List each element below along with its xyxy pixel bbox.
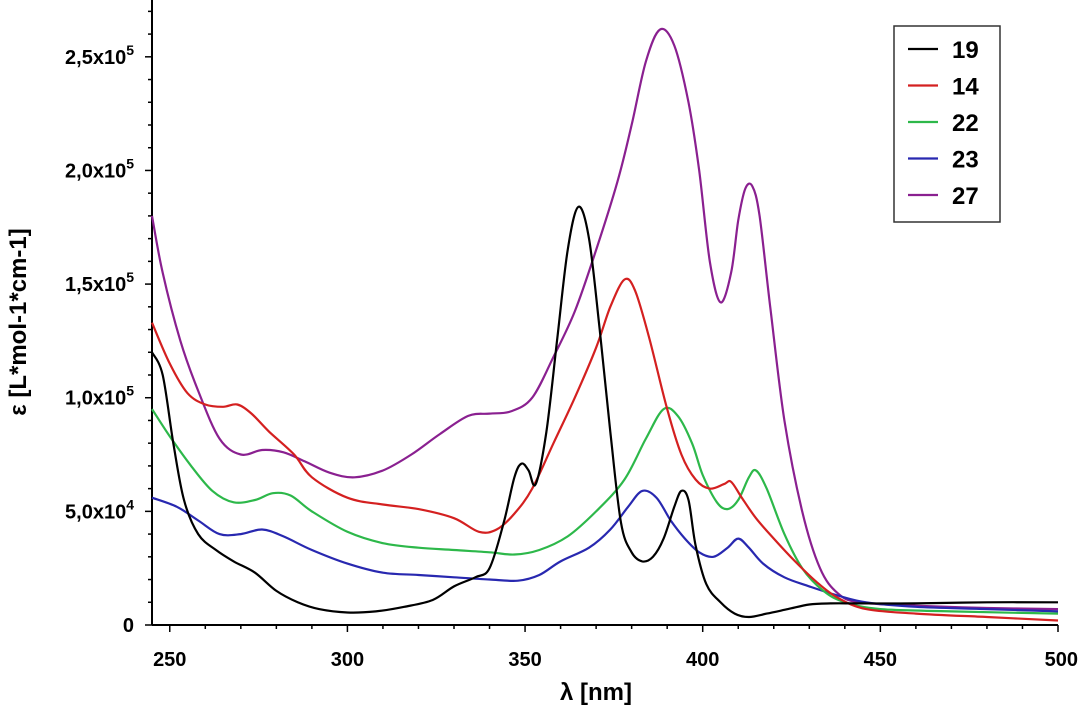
y-tick-label: 1,0x105: [65, 383, 134, 410]
x-tick-label: 300: [331, 649, 364, 671]
x-tick-label: 500: [1045, 649, 1078, 671]
legend-box: [893, 25, 1001, 223]
y-tick-label-base: 5,0x10: [65, 501, 126, 523]
y-tick-label: 2,0x105: [65, 155, 134, 182]
series-line-23: [151, 489, 1059, 613]
y-tick-label: 0: [123, 615, 134, 637]
y-tick-label-exponent: 5: [126, 155, 134, 171]
y-tick-label-exponent: 5: [126, 269, 134, 285]
legend-label-22: 22: [952, 110, 979, 137]
series-line-14: [150, 277, 1059, 622]
y-tick-label-base: 1,0x10: [65, 388, 126, 410]
y-tick-label-exponent: 4: [126, 496, 134, 512]
y-tick-label-base: 0: [123, 615, 134, 637]
y-tick-label: 2,5x105: [65, 42, 134, 69]
y-tick-label-base: 2,5x10: [65, 47, 126, 69]
legend-label-14: 14: [952, 74, 979, 101]
series-line-27: [150, 27, 1059, 611]
tick-labels: 250 300 350 400 450 50005,0x1041,0x1051,5x105…: [65, 42, 1078, 671]
x-tick-label: 450: [864, 649, 897, 671]
plot-area: [150, 27, 1059, 622]
y-tick-label-exponent: 5: [126, 42, 134, 58]
series-line-19: [151, 205, 1059, 619]
x-axis-title: λ [nm]: [560, 679, 632, 706]
axes: [145, 0, 1059, 632]
y-tick-label: 1,5x105: [65, 269, 134, 296]
y-tick-label-base: 1,5x10: [65, 274, 126, 296]
series-line-22: [151, 406, 1059, 615]
y-tick-label: 5,0x104: [65, 496, 134, 523]
y-tick-label-base: 2,0x10: [65, 160, 126, 182]
legend-label-23: 23: [952, 147, 979, 174]
y-tick-label-exponent: 5: [126, 383, 134, 399]
legend: 19 14 22 23 27: [893, 25, 1001, 223]
x-tick-label: 250: [153, 649, 186, 671]
x-tick-label: 400: [686, 649, 719, 671]
legend-label-19: 19: [952, 37, 979, 64]
legend-label-27: 27: [952, 183, 979, 210]
y-axis-title: ε [L*mol-1*cm-1]: [5, 228, 32, 415]
x-tick-label: 350: [508, 649, 541, 671]
